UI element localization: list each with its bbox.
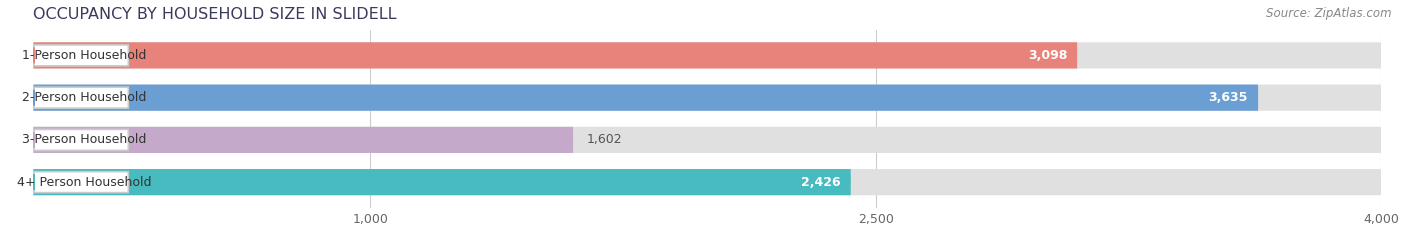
FancyBboxPatch shape	[34, 87, 128, 108]
FancyBboxPatch shape	[34, 172, 128, 193]
Text: 3-Person Household: 3-Person Household	[21, 134, 146, 146]
Text: Source: ZipAtlas.com: Source: ZipAtlas.com	[1267, 7, 1392, 20]
Text: 3,635: 3,635	[1209, 91, 1249, 104]
FancyBboxPatch shape	[34, 127, 1381, 153]
FancyBboxPatch shape	[34, 42, 1381, 69]
FancyBboxPatch shape	[34, 45, 128, 66]
FancyBboxPatch shape	[34, 169, 1381, 195]
FancyBboxPatch shape	[34, 85, 1381, 111]
FancyBboxPatch shape	[34, 85, 1258, 111]
FancyBboxPatch shape	[34, 129, 128, 150]
Text: OCCUPANCY BY HOUSEHOLD SIZE IN SLIDELL: OCCUPANCY BY HOUSEHOLD SIZE IN SLIDELL	[34, 7, 396, 22]
FancyBboxPatch shape	[34, 127, 574, 153]
Text: 2-Person Household: 2-Person Household	[21, 91, 146, 104]
Text: 4+ Person Household: 4+ Person Household	[17, 176, 150, 189]
FancyBboxPatch shape	[34, 169, 851, 195]
Text: 1,602: 1,602	[586, 134, 623, 146]
FancyBboxPatch shape	[34, 42, 1077, 69]
Text: 1-Person Household: 1-Person Household	[21, 49, 146, 62]
Text: 2,426: 2,426	[801, 176, 841, 189]
Text: 3,098: 3,098	[1028, 49, 1067, 62]
